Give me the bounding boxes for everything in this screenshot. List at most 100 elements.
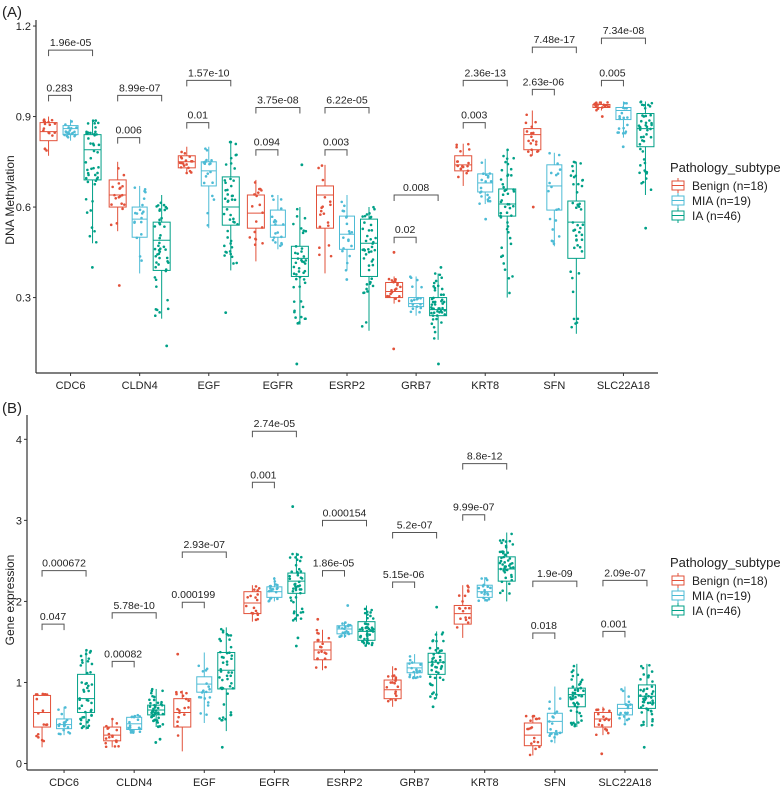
data-point <box>358 635 362 638</box>
y-tick-label: 0.9 <box>16 112 31 124</box>
data-point <box>296 573 300 577</box>
data-point <box>443 313 447 316</box>
data-point <box>644 170 647 173</box>
data-point <box>571 694 575 698</box>
data-point <box>642 673 646 676</box>
data-point <box>180 150 183 154</box>
outlier-point <box>621 145 625 149</box>
data-point <box>480 178 484 182</box>
data-point <box>550 722 554 725</box>
data-point <box>602 708 605 711</box>
data-point <box>183 152 187 155</box>
data-point <box>372 205 375 209</box>
data-point <box>90 708 93 712</box>
box-benign-slc22a18 <box>593 706 612 756</box>
data-point <box>228 651 231 655</box>
data-point <box>548 707 551 710</box>
data-point <box>371 630 375 633</box>
data-point <box>87 137 90 140</box>
data-point <box>603 104 607 108</box>
box-benign-cldn4 <box>108 161 127 287</box>
data-point <box>109 223 113 227</box>
significance-bracket: 6.22e-05 <box>324 94 370 114</box>
data-point <box>410 661 414 664</box>
x-tick-label: SLC22A18 <box>598 777 651 788</box>
data-point <box>580 184 584 188</box>
data-point <box>430 660 434 663</box>
data-point <box>133 211 137 215</box>
data-point <box>526 727 529 731</box>
data-point <box>50 118 54 122</box>
data-point <box>595 103 598 106</box>
data-point <box>158 208 162 211</box>
data-point <box>436 284 440 288</box>
data-point <box>641 666 645 670</box>
data-point <box>536 150 539 153</box>
data-point <box>430 322 434 326</box>
data-point <box>433 286 437 290</box>
box-ia-cdc6 <box>83 119 102 269</box>
box-mia-cdc6 <box>56 706 73 736</box>
data-point <box>364 321 368 324</box>
data-point <box>97 166 100 169</box>
box-mia-sfn <box>546 686 563 744</box>
data-point <box>512 204 515 208</box>
data-point <box>256 617 260 621</box>
p-value-label: 0.006 <box>116 125 142 137</box>
data-point <box>581 223 585 227</box>
data-point <box>529 719 532 722</box>
data-point <box>327 636 331 640</box>
data-point <box>317 166 320 170</box>
data-point <box>373 207 376 211</box>
data-point <box>529 154 533 157</box>
data-point <box>480 161 484 164</box>
data-point <box>550 739 553 743</box>
significance-bracket: 0.005 <box>599 67 626 87</box>
data-point <box>343 634 347 638</box>
outlier-point <box>644 226 648 230</box>
data-point <box>484 173 488 177</box>
panel-a: (A) DNA Methylation 0.3 0.6 0.9 1.2 CDC6 CLD… <box>2 4 780 392</box>
data-point <box>149 691 153 695</box>
data-point <box>232 262 235 265</box>
data-point <box>149 701 152 705</box>
panel-a-boxes <box>39 100 655 366</box>
data-point <box>299 588 303 591</box>
data-point <box>649 113 652 117</box>
data-point <box>297 580 301 584</box>
data-point <box>157 725 160 729</box>
data-point <box>641 704 645 707</box>
outlier-point <box>295 362 299 366</box>
data-point <box>42 129 45 132</box>
data-point <box>623 722 627 726</box>
data-point <box>645 133 648 136</box>
data-point <box>117 744 120 748</box>
data-point <box>577 721 580 724</box>
data-point <box>158 311 161 314</box>
data-point <box>645 687 649 691</box>
data-point <box>176 720 179 723</box>
data-point <box>107 735 111 739</box>
data-point <box>467 148 471 151</box>
data-point <box>345 261 349 265</box>
data-point <box>506 559 510 562</box>
data-point <box>392 280 395 284</box>
data-point <box>64 130 68 133</box>
data-point <box>128 726 132 729</box>
data-point <box>104 741 107 745</box>
data-point <box>369 629 372 632</box>
data-point <box>394 667 397 671</box>
data-point <box>294 585 297 588</box>
data-point <box>438 655 442 659</box>
data-point <box>576 317 580 321</box>
data-point <box>534 120 537 124</box>
data-point <box>432 311 436 315</box>
data-point <box>48 123 52 127</box>
data-point <box>363 214 367 218</box>
data-point <box>84 161 88 164</box>
data-point <box>155 205 158 208</box>
legend-key-icon <box>671 178 685 193</box>
data-point <box>229 674 233 678</box>
box-benign-esrp2 <box>313 617 332 671</box>
